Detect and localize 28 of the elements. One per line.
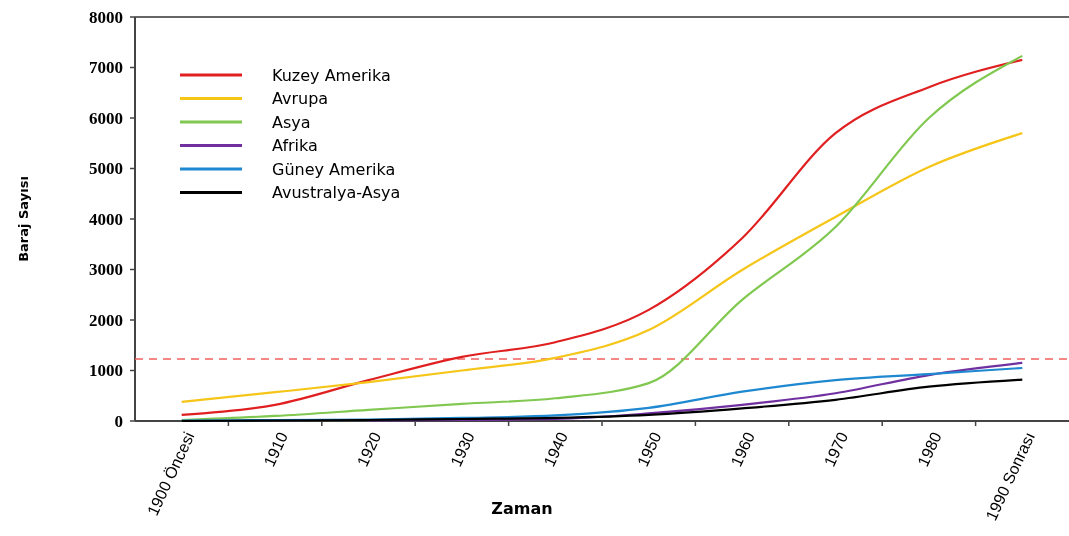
legend-label: Kuzey Amerika [272,65,391,85]
x-tick-label: 1920 [353,429,385,469]
line-series [367,361,1024,422]
x-tick-label: 1960 [727,429,758,469]
x-tick-label: 1910 [260,429,291,469]
y-tick-label: 3000 [89,260,123,280]
legend-label: Güney Amerika [272,159,396,179]
line-series [180,132,1024,403]
legend-label: Asya [272,112,311,132]
x-tick-label: 1930 [447,429,478,469]
y-tick-label: 4000 [89,209,123,229]
x-axis-title: Zaman [491,499,553,518]
x-tick-label: 1970 [820,429,852,469]
x-tick-label: 1940 [540,429,572,469]
legend-label: Avrupa [272,89,329,109]
y-tick-label: 0 [114,411,123,431]
y-tick-label: 2000 [89,310,123,330]
x-tick-label: 1950 [634,429,665,469]
x-tick-label: 1980 [914,429,945,469]
y-tick-label: 5000 [89,159,123,179]
y-tick-label: 8000 [89,7,123,27]
y-tick-label: 1000 [89,361,123,381]
y-tick-label: 6000 [89,108,123,128]
y-tick-label: 7000 [89,58,123,78]
legend-label: Avustralya-Asya [272,183,401,203]
y-axis-title: Baraj Sayısı [16,176,31,262]
legend-label: Afrika [272,136,318,156]
line-series [180,378,1024,423]
